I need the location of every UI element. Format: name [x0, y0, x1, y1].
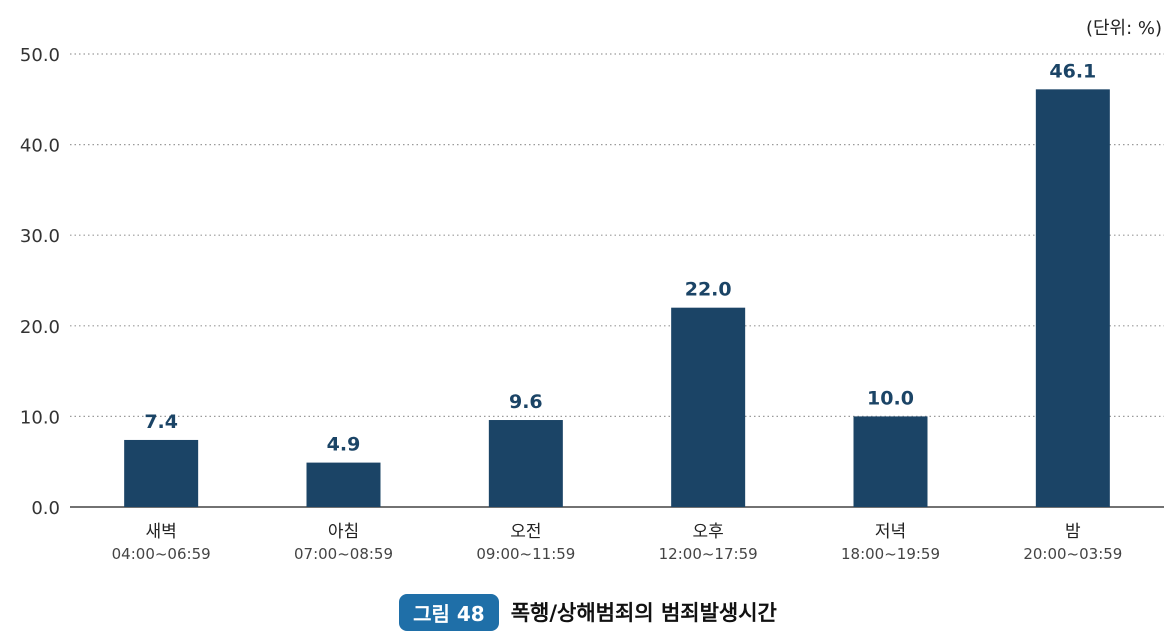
y-tick-label: 40.0	[20, 136, 60, 157]
data-label: 46.1	[1049, 60, 1096, 82]
bar	[853, 416, 928, 507]
data-label: 10.0	[867, 387, 914, 409]
x-category-label: 아침	[328, 522, 359, 542]
y-tick-label: 20.0	[20, 317, 60, 338]
y-tick-label: 0.0	[31, 498, 60, 519]
data-label: 22.0	[685, 279, 732, 301]
bar	[124, 439, 199, 507]
data-label: 7.4	[144, 411, 178, 433]
figure-caption: 그림 48 폭행/상해범죄의 범죄발생시간	[0, 592, 1176, 632]
data-label: 4.9	[327, 434, 361, 456]
x-category-sublabel: 09:00~11:59	[476, 545, 575, 563]
x-category-sublabel: 04:00~06:59	[112, 545, 211, 563]
y-tick-label: 10.0	[20, 407, 60, 428]
x-category-label: 오전	[510, 522, 541, 542]
x-category-sublabel: 07:00~08:59	[294, 545, 393, 563]
unit-label: (단위: %)	[1085, 18, 1162, 39]
x-category-label: 오후	[693, 522, 724, 542]
x-category-label: 밤	[1065, 522, 1081, 542]
bar	[1035, 89, 1110, 508]
bar	[306, 462, 381, 507]
x-category-label: 새벽	[146, 522, 177, 542]
bar	[488, 420, 563, 507]
bar	[671, 307, 746, 507]
figure-title: 폭행/상해범죄의 범죄발생시간	[510, 601, 777, 625]
x-category-sublabel: 18:00~19:59	[841, 545, 940, 563]
bar-chart: 0.0 10.0 20.0 30.0 40.0 50.0 7.4 새벽 04:00~06:59 4…	[20, 45, 1164, 563]
y-tick-label: 50.0	[20, 45, 60, 66]
x-category-label: 저녁	[875, 522, 906, 542]
data-label: 9.6	[509, 391, 543, 413]
y-tick-label: 30.0	[20, 226, 60, 247]
x-category-sublabel: 12:00~17:59	[659, 545, 758, 563]
x-category-sublabel: 20:00~03:59	[1023, 545, 1122, 563]
figure-number-badge: 그림 48	[399, 593, 499, 631]
